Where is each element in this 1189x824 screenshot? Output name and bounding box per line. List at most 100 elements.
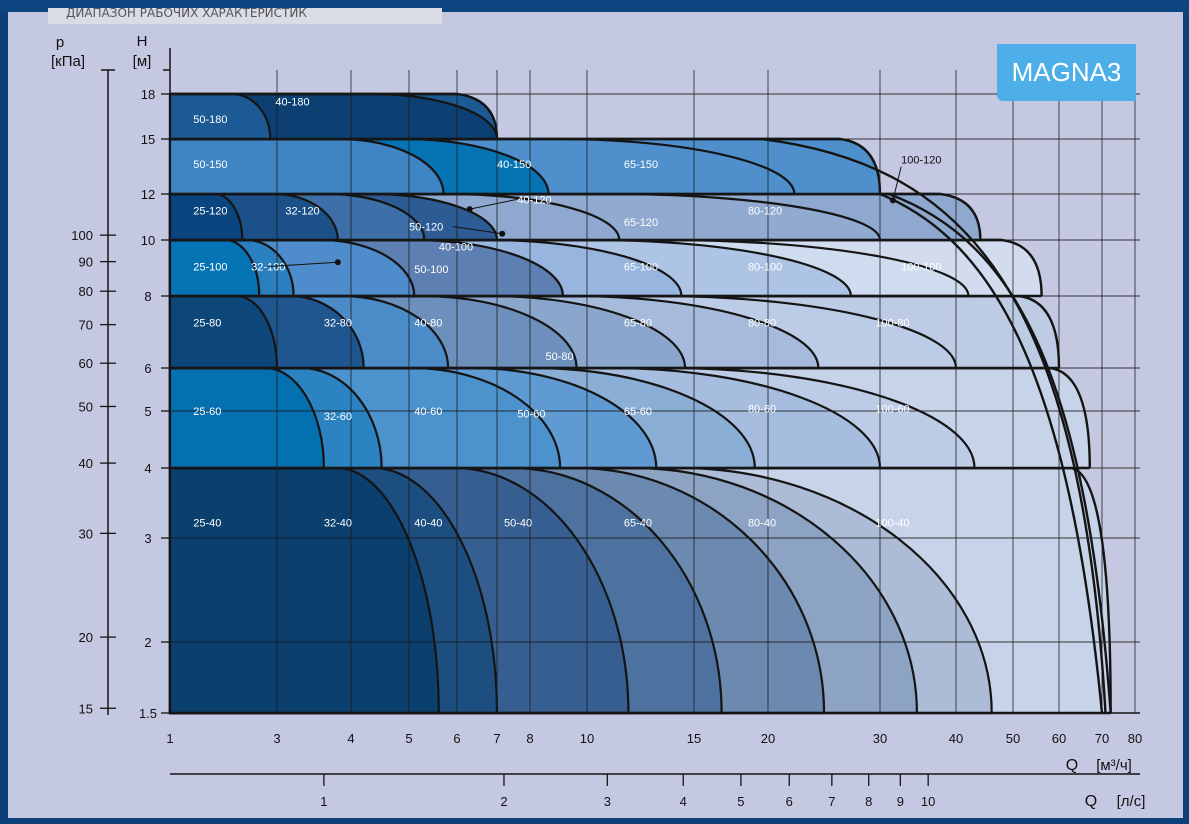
q-tick-label: 30 bbox=[873, 731, 887, 746]
q-tick-label: 40 bbox=[949, 731, 963, 746]
qls-tick-label: 4 bbox=[680, 794, 687, 809]
qls-tick-label: 9 bbox=[897, 794, 904, 809]
q-axis-title: Q bbox=[1066, 757, 1078, 774]
series-label: 40-100 bbox=[439, 241, 473, 253]
q-tick-label: 15 bbox=[687, 731, 701, 746]
envelope-curve bbox=[879, 192, 1104, 714]
series-label: 65-150 bbox=[624, 159, 658, 171]
series-label: 40-180 bbox=[275, 97, 309, 109]
series-label: 80-80 bbox=[748, 317, 776, 329]
q-tick-label: 70 bbox=[1095, 731, 1109, 746]
series-label: 25-80 bbox=[193, 317, 221, 329]
series-label: 80-120 bbox=[748, 205, 782, 217]
series-label: 32-40 bbox=[324, 517, 352, 529]
series-label: 80-60 bbox=[748, 404, 776, 416]
series-label: 50-120 bbox=[409, 221, 443, 233]
series-label: 65-60 bbox=[624, 406, 652, 418]
q-tick-label: 50 bbox=[1006, 731, 1020, 746]
qls-tick-label: 8 bbox=[865, 794, 872, 809]
p-tick-label: 70 bbox=[79, 318, 93, 333]
h-tick-label: 4 bbox=[144, 461, 151, 476]
series-label: 65-120 bbox=[624, 217, 658, 229]
series-label: 100-120 bbox=[901, 155, 941, 167]
p-tick-label: 40 bbox=[79, 456, 93, 471]
series-label: 32-80 bbox=[324, 317, 352, 329]
qls-tick-label: 10 bbox=[921, 794, 935, 809]
p-tick-label: 90 bbox=[79, 255, 93, 270]
q-tick-label: 80 bbox=[1128, 731, 1142, 746]
h-tick-label: 8 bbox=[144, 289, 151, 304]
series-label: 80-100 bbox=[748, 261, 782, 273]
q-tick-label: 6 bbox=[453, 731, 460, 746]
series-label: 80-40 bbox=[748, 517, 776, 529]
series-label: 25-60 bbox=[193, 406, 221, 418]
qls-tick-label: 7 bbox=[828, 794, 835, 809]
series-label: 50-80 bbox=[545, 351, 573, 363]
qls-tick-label: 2 bbox=[500, 794, 507, 809]
h-tick-label: 18 bbox=[141, 87, 155, 102]
magna3-badge: MAGNA3 bbox=[997, 44, 1136, 101]
h-tick-label: 5 bbox=[144, 404, 151, 419]
q-axis-unit: [м³/ч] bbox=[1096, 757, 1132, 774]
h-axis-unit: [м] bbox=[133, 53, 152, 70]
q-tick-label: 8 bbox=[526, 731, 533, 746]
pointer-line bbox=[469, 198, 518, 210]
pointer-line bbox=[892, 166, 902, 201]
q-tick-label: 4 bbox=[347, 731, 354, 746]
h-tick-label: 15 bbox=[141, 132, 155, 147]
p-axis-unit: [кПа] bbox=[51, 53, 85, 70]
h-tick-label: 1.5 bbox=[139, 706, 157, 721]
series-label: 50-180 bbox=[193, 114, 227, 126]
series-label: 100-80 bbox=[875, 317, 909, 329]
qls-tick-label: 5 bbox=[737, 794, 744, 809]
p-tick-label: 50 bbox=[79, 399, 93, 414]
series-label: 40-150 bbox=[497, 159, 531, 171]
series-label: 40-40 bbox=[414, 517, 442, 529]
h-axis-title: H bbox=[137, 33, 148, 50]
pointer-line bbox=[268, 261, 338, 267]
series-label: 25-120 bbox=[193, 205, 227, 217]
p-tick-label: 100 bbox=[71, 228, 93, 243]
series-label: 25-40 bbox=[193, 517, 221, 529]
q-tick-label: 7 bbox=[493, 731, 500, 746]
q-tick-label: 10 bbox=[580, 731, 594, 746]
p-axis-title: p bbox=[56, 34, 64, 51]
q-tick-label: 60 bbox=[1052, 731, 1066, 746]
series-label: 32-60 bbox=[324, 411, 352, 423]
series-label: 65-80 bbox=[624, 317, 652, 329]
series-label: 100-40 bbox=[875, 517, 909, 529]
q-tick-label: 20 bbox=[761, 731, 775, 746]
p-tick-label: 30 bbox=[79, 526, 93, 541]
qls-tick-label: 1 bbox=[320, 794, 327, 809]
series-label: 32-100 bbox=[251, 261, 285, 273]
q-tick-label: 5 bbox=[405, 731, 412, 746]
p-tick-label: 60 bbox=[79, 356, 93, 371]
qls-axis-unit: [л/с] bbox=[1117, 793, 1146, 810]
h-tick-label: 10 bbox=[141, 233, 155, 248]
p-tick-label: 15 bbox=[79, 701, 93, 716]
qls-tick-label: 3 bbox=[604, 794, 611, 809]
q-tick-label: 3 bbox=[273, 731, 280, 746]
h-tick-label: 3 bbox=[144, 531, 151, 546]
band-outline bbox=[170, 466, 1112, 714]
series-label: 40-80 bbox=[414, 317, 442, 329]
series-label: 50-60 bbox=[517, 409, 545, 421]
series-label: 50-100 bbox=[414, 264, 448, 276]
pointer-line bbox=[452, 225, 503, 235]
p-tick-label: 20 bbox=[79, 630, 93, 645]
pump-segment bbox=[168, 466, 440, 715]
series-label: 32-120 bbox=[285, 205, 319, 217]
series-label: 65-40 bbox=[624, 517, 652, 529]
series-label: 65-100 bbox=[624, 261, 658, 273]
series-label: 50-150 bbox=[193, 159, 227, 171]
h-tick-label: 12 bbox=[141, 187, 155, 202]
q-tick-label: 1 bbox=[166, 731, 173, 746]
series-label: 100-100 bbox=[901, 261, 941, 273]
header-tab: ДИАПАЗОН РАБОЧИХ ХАРАКТЕРИСТИК bbox=[48, 8, 442, 24]
p-tick-label: 80 bbox=[79, 284, 93, 299]
qls-axis-title: Q bbox=[1085, 793, 1097, 810]
h-tick-label: 2 bbox=[144, 635, 151, 650]
series-label: 100-60 bbox=[875, 404, 909, 416]
